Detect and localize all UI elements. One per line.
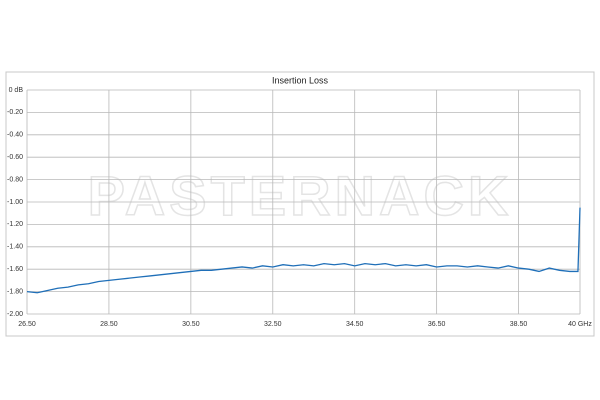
y-tick-label: -0.60 [7,154,23,161]
y-tick-label: -1.60 [7,266,23,273]
y-tick-label: -0.20 [7,109,23,116]
y-tick-label: 0 dB [9,87,24,94]
x-tick-label: 30.50 [182,321,200,328]
y-tick-label: -2.00 [7,311,23,318]
x-tick-label: 26.50 [18,321,36,328]
y-tick-label: -1.40 [7,244,23,251]
y-tick-label: -1.00 [7,199,23,206]
y-tick-label: -1.20 [7,221,23,228]
data-line [26,207,581,294]
y-tick-label: -1.80 [7,288,23,295]
watermark: PASTERNACK [88,164,513,227]
x-tick-label: 28.50 [100,321,118,328]
y-tick-label: -0.80 [7,176,23,183]
x-tick-label: 32.50 [264,321,282,328]
x-tick-label: 38.50 [510,321,528,328]
chart-title: Insertion Loss [272,75,329,85]
x-tick-label: 36.50 [428,321,446,328]
y-tick-label: -0.40 [7,132,23,139]
x-tick-label: 40 GHz [568,321,592,328]
x-tick-label: 34.50 [346,321,364,328]
